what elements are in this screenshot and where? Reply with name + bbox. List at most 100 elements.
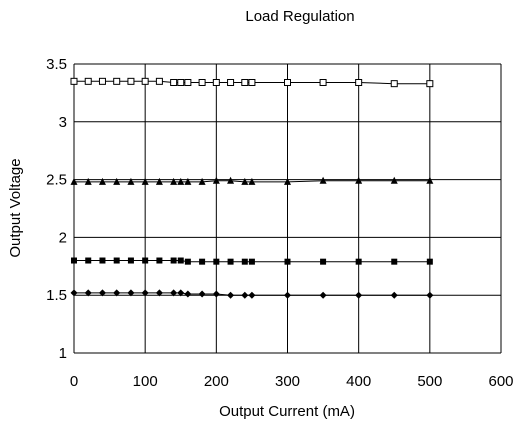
data-point xyxy=(155,289,163,297)
data-point xyxy=(390,176,398,184)
data-point xyxy=(177,78,185,86)
y-tick-label: 3.5 xyxy=(46,56,67,73)
data-point xyxy=(390,291,398,299)
data-point xyxy=(284,291,291,299)
data-point xyxy=(71,257,77,264)
data-point xyxy=(212,176,220,184)
data-point xyxy=(127,257,134,264)
chart-title: Load Regulation xyxy=(245,8,354,25)
data-point xyxy=(142,257,149,264)
data-point xyxy=(227,78,235,86)
data-point xyxy=(390,80,398,88)
data-point xyxy=(98,77,106,85)
x-tick-label: 100 xyxy=(133,373,158,390)
data-point xyxy=(355,258,362,265)
x-tick-label: 300 xyxy=(275,373,300,390)
data-point xyxy=(319,78,327,86)
data-point xyxy=(212,290,220,298)
data-point xyxy=(155,177,163,185)
y-tick-label: 3 xyxy=(59,114,67,131)
data-point xyxy=(177,177,185,185)
data-point xyxy=(284,78,291,86)
data-point xyxy=(98,289,106,297)
y-tick-label: 1 xyxy=(59,345,67,362)
data-point xyxy=(170,289,178,297)
data-point xyxy=(84,177,92,185)
data-point xyxy=(248,258,255,265)
x-tick-label: 600 xyxy=(488,373,513,390)
x-tick-label: 0 xyxy=(70,373,78,390)
data-point xyxy=(284,258,291,265)
data-point xyxy=(184,290,192,298)
data-point xyxy=(177,257,184,264)
data-point xyxy=(426,258,433,265)
data-point xyxy=(127,289,135,297)
y-tick-label: 2.5 xyxy=(46,172,67,189)
tick-labels: 1 1.5 2 2.5 3 3.5 0 100 200 300 400 500 600 xyxy=(46,56,513,390)
y-axis-label: Output Voltage xyxy=(7,158,24,257)
data-point xyxy=(212,78,220,86)
data-point xyxy=(319,176,327,184)
data-point xyxy=(99,257,106,264)
data-point xyxy=(284,177,291,185)
data-point xyxy=(319,291,327,299)
data-point xyxy=(141,177,149,185)
data-point xyxy=(70,77,78,85)
plot-grid xyxy=(73,63,502,354)
data-point xyxy=(248,177,256,185)
data-point xyxy=(141,289,149,297)
data-point xyxy=(84,289,92,297)
data-point xyxy=(113,77,121,85)
series-filled-diamond xyxy=(70,289,434,299)
data-point xyxy=(70,289,78,297)
data-point xyxy=(241,177,249,185)
x-tick-label: 500 xyxy=(417,373,442,390)
data-point xyxy=(184,258,191,265)
series-line xyxy=(74,180,430,183)
data-point xyxy=(248,78,256,86)
data-point xyxy=(184,177,192,185)
y-tick-label: 2 xyxy=(59,229,67,246)
data-point xyxy=(184,78,192,86)
data-point xyxy=(98,177,106,185)
data-point xyxy=(355,291,363,299)
data-point xyxy=(213,258,220,265)
data-point xyxy=(141,77,149,85)
data-point xyxy=(127,177,135,185)
data-point xyxy=(177,289,185,297)
data-point xyxy=(198,177,206,185)
data-point xyxy=(113,289,121,297)
data-point xyxy=(227,176,235,184)
series-open-square xyxy=(70,77,434,88)
data-point xyxy=(241,291,249,299)
data-point xyxy=(198,290,206,298)
data-point xyxy=(426,80,434,88)
data-point xyxy=(170,78,178,86)
data-point xyxy=(156,257,163,264)
data-point xyxy=(127,77,135,85)
data-point xyxy=(113,257,120,264)
data-point xyxy=(241,78,249,86)
x-axis-label: Output Current (mA) xyxy=(219,403,355,420)
series-group xyxy=(70,77,434,299)
data-point xyxy=(248,291,256,299)
data-point xyxy=(199,258,206,265)
data-point xyxy=(355,78,363,86)
data-point xyxy=(155,77,163,85)
series-filled-square xyxy=(71,257,433,265)
data-point xyxy=(113,177,121,185)
data-point xyxy=(227,258,234,265)
data-point xyxy=(85,257,92,264)
data-point xyxy=(84,77,92,85)
data-point xyxy=(227,291,235,299)
data-point xyxy=(391,258,398,265)
data-point xyxy=(426,176,434,184)
data-point xyxy=(320,258,327,265)
data-point xyxy=(170,177,178,185)
data-point xyxy=(170,257,177,264)
x-tick-label: 400 xyxy=(346,373,371,390)
data-point xyxy=(426,291,434,299)
data-point xyxy=(241,258,248,265)
x-tick-label: 200 xyxy=(204,373,229,390)
y-tick-label: 1.5 xyxy=(46,287,67,304)
